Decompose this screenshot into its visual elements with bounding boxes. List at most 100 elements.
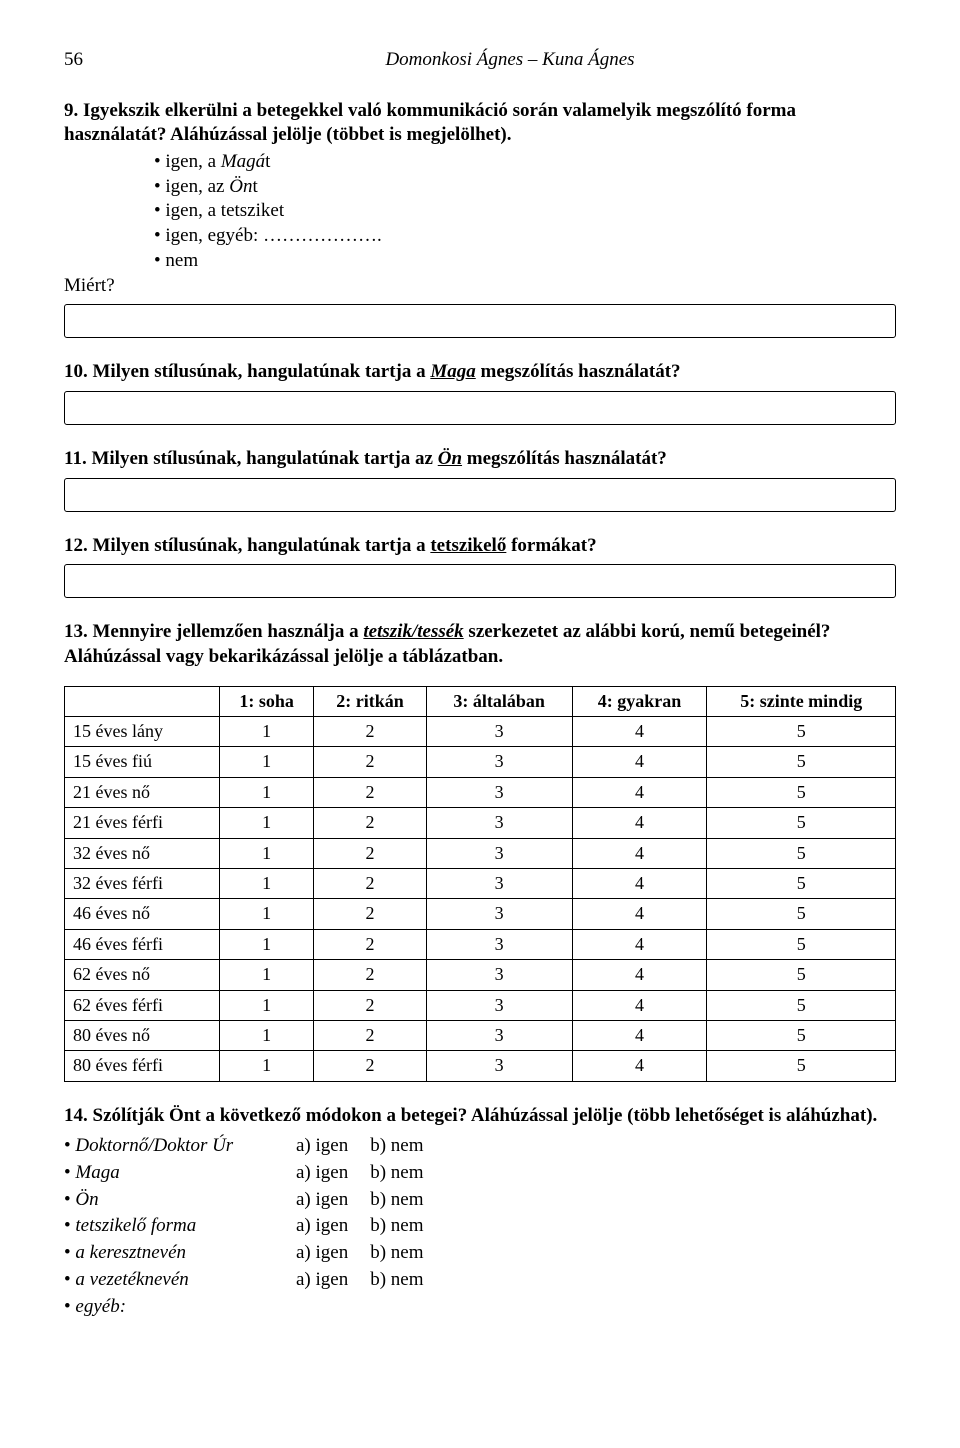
table-cell[interactable]: 1 bbox=[220, 717, 314, 747]
table-cell[interactable]: 2 bbox=[314, 777, 426, 807]
table-cell[interactable]: 1 bbox=[220, 990, 314, 1020]
q14-egyeb-label[interactable]: egyéb: bbox=[64, 1295, 296, 1322]
table-cell[interactable]: 2 bbox=[314, 717, 426, 747]
q14-yes[interactable]: a) igen bbox=[296, 1214, 370, 1241]
table-row: 46 éves férfi12345 bbox=[65, 929, 896, 959]
q11-answer-box[interactable] bbox=[64, 478, 896, 512]
table-cell[interactable]: 3 bbox=[426, 899, 572, 929]
q14-item-label: Maga bbox=[64, 1161, 296, 1188]
table-cell[interactable]: 1 bbox=[220, 899, 314, 929]
table-row: 15 éves lány12345 bbox=[65, 717, 896, 747]
table-cell[interactable]: 1 bbox=[220, 1051, 314, 1081]
table-cell[interactable]: 3 bbox=[426, 1051, 572, 1081]
table-cell[interactable]: 1 bbox=[220, 960, 314, 990]
question-14: 14. Szólítják Önt a következő módokon a … bbox=[64, 1104, 896, 1322]
table-cell[interactable]: 2 bbox=[314, 960, 426, 990]
table-cell[interactable]: 3 bbox=[426, 747, 572, 777]
q12-answer-box[interactable] bbox=[64, 564, 896, 598]
q14-yes[interactable]: a) igen bbox=[296, 1161, 370, 1188]
table-cell[interactable]: 2 bbox=[314, 808, 426, 838]
q14-row: Magaa) igenb) nem bbox=[64, 1161, 446, 1188]
q9-opt-egyeb[interactable]: igen, egyéb: bbox=[154, 224, 896, 249]
table-cell[interactable]: 1 bbox=[220, 777, 314, 807]
q9-text: 9. Igyekszik elkerülni a betegekkel való… bbox=[64, 99, 896, 148]
table-cell[interactable]: 3 bbox=[426, 929, 572, 959]
table-cell[interactable]: 4 bbox=[572, 929, 707, 959]
table-cell[interactable]: 1 bbox=[220, 808, 314, 838]
table-cell[interactable]: 3 bbox=[426, 1020, 572, 1050]
q14-yes[interactable]: a) igen bbox=[296, 1188, 370, 1215]
table-cell[interactable]: 5 bbox=[707, 990, 896, 1020]
table-cell[interactable]: 3 bbox=[426, 777, 572, 807]
q14-no[interactable]: b) nem bbox=[370, 1268, 445, 1295]
q9-answer-box[interactable] bbox=[64, 304, 896, 338]
table-cell[interactable]: 1 bbox=[220, 1020, 314, 1050]
table-cell[interactable]: 2 bbox=[314, 1051, 426, 1081]
q14-no[interactable]: b) nem bbox=[370, 1161, 445, 1188]
table-cell[interactable]: 4 bbox=[572, 1020, 707, 1050]
q14-no[interactable]: b) nem bbox=[370, 1188, 445, 1215]
table-row: 46 éves nő12345 bbox=[65, 899, 896, 929]
table-cell[interactable]: 1 bbox=[220, 868, 314, 898]
q14-yes[interactable]: a) igen bbox=[296, 1241, 370, 1268]
table-cell[interactable]: 4 bbox=[572, 1051, 707, 1081]
q9-opt-nem[interactable]: nem bbox=[154, 249, 896, 274]
table-cell[interactable]: 4 bbox=[572, 838, 707, 868]
q14-item-label: Ön bbox=[64, 1188, 296, 1215]
q9-opt-tetsziket[interactable]: igen, a tetsziket bbox=[154, 199, 896, 224]
table-cell[interactable]: 3 bbox=[426, 960, 572, 990]
table-cell[interactable]: 4 bbox=[572, 868, 707, 898]
table-cell[interactable]: 5 bbox=[707, 808, 896, 838]
table-cell[interactable]: 2 bbox=[314, 838, 426, 868]
table-cell[interactable]: 4 bbox=[572, 777, 707, 807]
table-cell[interactable]: 3 bbox=[426, 868, 572, 898]
q14-row: Öna) igenb) nem bbox=[64, 1188, 446, 1215]
q14-no[interactable]: b) nem bbox=[370, 1214, 445, 1241]
table-cell[interactable]: 5 bbox=[707, 960, 896, 990]
table-cell[interactable]: 4 bbox=[572, 717, 707, 747]
table-cell[interactable]: 4 bbox=[572, 808, 707, 838]
table-cell[interactable]: 3 bbox=[426, 808, 572, 838]
table-cell[interactable]: 3 bbox=[426, 717, 572, 747]
table-row: 62 éves férfi12345 bbox=[65, 990, 896, 1020]
table-row-label: 15 éves fiú bbox=[65, 747, 220, 777]
table-cell[interactable]: 5 bbox=[707, 717, 896, 747]
table-cell[interactable]: 4 bbox=[572, 747, 707, 777]
table-row: 32 éves nő12345 bbox=[65, 838, 896, 868]
table-cell[interactable]: 5 bbox=[707, 777, 896, 807]
table-cell[interactable]: 5 bbox=[707, 1051, 896, 1081]
q9-opt-maga[interactable]: igen, a Magát bbox=[154, 150, 896, 175]
q10-answer-box[interactable] bbox=[64, 391, 896, 425]
table-cell[interactable]: 2 bbox=[314, 868, 426, 898]
table-cell[interactable]: 1 bbox=[220, 838, 314, 868]
table-cell[interactable]: 4 bbox=[572, 899, 707, 929]
page-number: 56 bbox=[64, 48, 124, 73]
table-cell[interactable]: 2 bbox=[314, 747, 426, 777]
q14-item-label: tetszikelő forma bbox=[64, 1214, 296, 1241]
q14-options: Doktornő/Doktor Úra) igenb) nemMagaa) ig… bbox=[64, 1134, 446, 1321]
q14-no[interactable]: b) nem bbox=[370, 1241, 445, 1268]
table-row: 32 éves férfi12345 bbox=[65, 868, 896, 898]
table-cell[interactable]: 2 bbox=[314, 990, 426, 1020]
q14-no[interactable]: b) nem bbox=[370, 1134, 445, 1161]
table-cell[interactable]: 3 bbox=[426, 990, 572, 1020]
table-cell[interactable]: 5 bbox=[707, 929, 896, 959]
q14-row-egyeb: egyéb: bbox=[64, 1295, 446, 1322]
table-cell[interactable]: 2 bbox=[314, 929, 426, 959]
q9-opt-on[interactable]: igen, az Önt bbox=[154, 175, 896, 200]
table-cell[interactable]: 2 bbox=[314, 899, 426, 929]
table-cell[interactable]: 5 bbox=[707, 1020, 896, 1050]
table-cell[interactable]: 1 bbox=[220, 929, 314, 959]
table-cell[interactable]: 3 bbox=[426, 838, 572, 868]
table-cell[interactable]: 2 bbox=[314, 1020, 426, 1050]
table-cell[interactable]: 4 bbox=[572, 960, 707, 990]
q14-row: tetszikelő formaa) igenb) nem bbox=[64, 1214, 446, 1241]
table-cell[interactable]: 5 bbox=[707, 899, 896, 929]
table-cell[interactable]: 5 bbox=[707, 747, 896, 777]
table-cell[interactable]: 4 bbox=[572, 990, 707, 1020]
table-cell[interactable]: 5 bbox=[707, 838, 896, 868]
q14-yes[interactable]: a) igen bbox=[296, 1134, 370, 1161]
table-cell[interactable]: 1 bbox=[220, 747, 314, 777]
q14-yes[interactable]: a) igen bbox=[296, 1268, 370, 1295]
table-cell[interactable]: 5 bbox=[707, 868, 896, 898]
